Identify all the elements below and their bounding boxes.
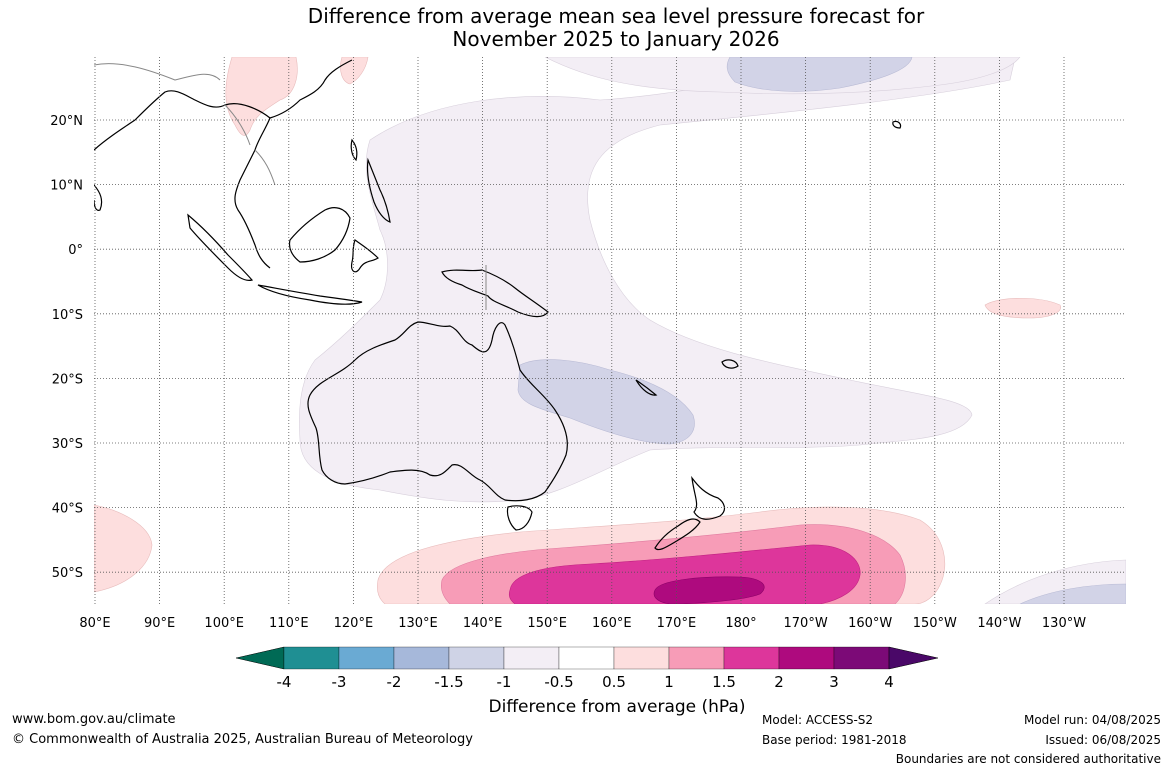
latitude-labels: 20°N 10°N 0° 10°S 20°S 30°S 40°S 50°S <box>50 114 83 581</box>
colorbar-tick-label: 2 <box>774 673 784 691</box>
website-link[interactable]: www.bom.gov.au/climate <box>12 712 176 727</box>
anomaly-region-pos05-indian <box>94 504 153 593</box>
colorbar-swatch <box>723 646 780 670</box>
colorbar-tick-label: -3 <box>332 673 347 691</box>
lat-tick-label: 40°S <box>52 502 83 517</box>
colorbar-tick-label: 1 <box>664 673 674 691</box>
base-period: Base period: 1981-2018 <box>762 733 907 747</box>
lat-tick-label: 50°S <box>52 566 83 581</box>
map-title-line1: Difference from average mean sea level p… <box>307 4 925 28</box>
lon-tick-label: 110°E <box>269 616 309 631</box>
colorbar-extend-high <box>888 646 939 670</box>
colorbar-swatch <box>338 646 395 670</box>
colorbar-tick-label: 0.5 <box>602 673 626 691</box>
coastline-australia <box>307 321 568 502</box>
coastline-fiji <box>721 359 739 369</box>
anomaly-region-neg1-coral <box>517 359 695 445</box>
issued-date: Issued: 06/08/2025 <box>1045 733 1161 747</box>
coastline-new-caledonia <box>635 379 658 396</box>
anomaly-region-pos05-pacific <box>984 298 1061 319</box>
coastline-india <box>94 184 103 211</box>
lon-tick-label: 100°E <box>204 616 244 631</box>
lon-tick-label: 170°W <box>784 616 828 631</box>
lat-tick-label: 20°S <box>52 372 83 387</box>
colorbar-tick-label: -1 <box>497 673 512 691</box>
map-title-line2: November 2025 to January 2026 <box>452 27 780 51</box>
colorbar-swatch <box>503 646 560 670</box>
colorbar-tick-label: -2 <box>387 673 402 691</box>
lat-tick-label: 0° <box>68 243 83 258</box>
coastline-hawaii <box>892 120 902 129</box>
anomaly-region-pos15 <box>508 544 861 604</box>
coastline-se-asia <box>94 59 353 269</box>
colorbar-swatch <box>448 646 505 670</box>
model-name: Model: ACCESS-S2 <box>762 713 874 727</box>
lat-tick-label: 10°S <box>52 308 83 323</box>
coastline-tasmania <box>506 505 533 531</box>
lon-tick-label: 120°E <box>334 616 374 631</box>
lon-tick-label: 170°E <box>657 616 697 631</box>
coastline-taiwan <box>350 138 358 162</box>
colorbar: -4 -3 -2 -1.5 -1 -0.5 0.5 1 1.5 2 3 4 <box>235 646 939 691</box>
coastline-borneo <box>288 207 351 263</box>
lon-tick-label: 130°W <box>1042 616 1086 631</box>
lon-tick-label: 140°E <box>463 616 503 631</box>
colorbar-swatch <box>283 646 340 670</box>
coastline-java <box>257 284 363 305</box>
lon-tick-label: 140°W <box>977 616 1021 631</box>
lon-tick-label: 150°W <box>913 616 957 631</box>
coastline-sumatra <box>187 213 254 281</box>
colorbar-tick-label: 3 <box>829 673 839 691</box>
lon-tick-label: 80°E <box>79 616 110 631</box>
anomaly-region-pos05-china <box>340 57 369 85</box>
coastline-new-guinea <box>441 269 549 318</box>
coastline-nz-south <box>654 518 701 551</box>
lon-tick-label: 130°E <box>398 616 438 631</box>
colorbar-tick-label: -4 <box>277 673 292 691</box>
colorbar-tick-label: -1.5 <box>434 673 463 691</box>
boundaries-disclaimer: Boundaries are not considered authoritat… <box>895 752 1161 766</box>
lon-tick-label: 90°E <box>144 616 175 631</box>
colorbar-extend-low <box>235 646 285 670</box>
lon-tick-label: 160°W <box>848 616 892 631</box>
border-lines <box>94 63 487 310</box>
colorbar-swatch <box>668 646 725 670</box>
lat-tick-label: 10°N <box>50 179 83 194</box>
colorbar-label: Difference from average (hPa) <box>488 697 746 717</box>
coastline-philippines <box>366 157 391 223</box>
model-run-date: Model run: 04/08/2025 <box>1023 713 1161 727</box>
gridlines <box>94 57 1126 604</box>
coastlines <box>94 59 902 551</box>
anomaly-fields <box>94 57 1126 604</box>
colorbar-swatch <box>393 646 450 670</box>
anomaly-region-pos2 <box>653 576 765 604</box>
coastline-nz-north <box>691 475 726 520</box>
anomaly-region-pos05-asia <box>225 57 298 136</box>
lon-tick-label: 160°E <box>592 616 632 631</box>
coastline-sulawesi <box>351 239 379 273</box>
country-borders <box>94 63 487 310</box>
lon-tick-label: 180° <box>725 616 756 631</box>
copyright-text: © Commonwealth of Australia 2025, Austra… <box>12 732 473 747</box>
colorbar-swatch <box>558 646 615 670</box>
colorbar-tick-label: 1.5 <box>712 673 736 691</box>
lat-tick-label: 20°N <box>50 114 83 129</box>
longitude-labels: 80°E 90°E 100°E 110°E 120°E 130°E 140°E 150°E 16… <box>79 616 1086 631</box>
lon-tick-label: 150°E <box>527 616 567 631</box>
colorbar-swatch <box>613 646 670 670</box>
colorbar-tick-label: 4 <box>884 673 894 691</box>
lat-tick-label: 30°S <box>52 437 83 452</box>
anomaly-region-neg1-north <box>726 57 913 92</box>
colorbar-swatch <box>833 646 890 670</box>
colorbar-swatch <box>778 646 835 670</box>
anomaly-region-east-neg1 <box>1019 583 1126 604</box>
colorbar-tick-label: -0.5 <box>544 673 573 691</box>
